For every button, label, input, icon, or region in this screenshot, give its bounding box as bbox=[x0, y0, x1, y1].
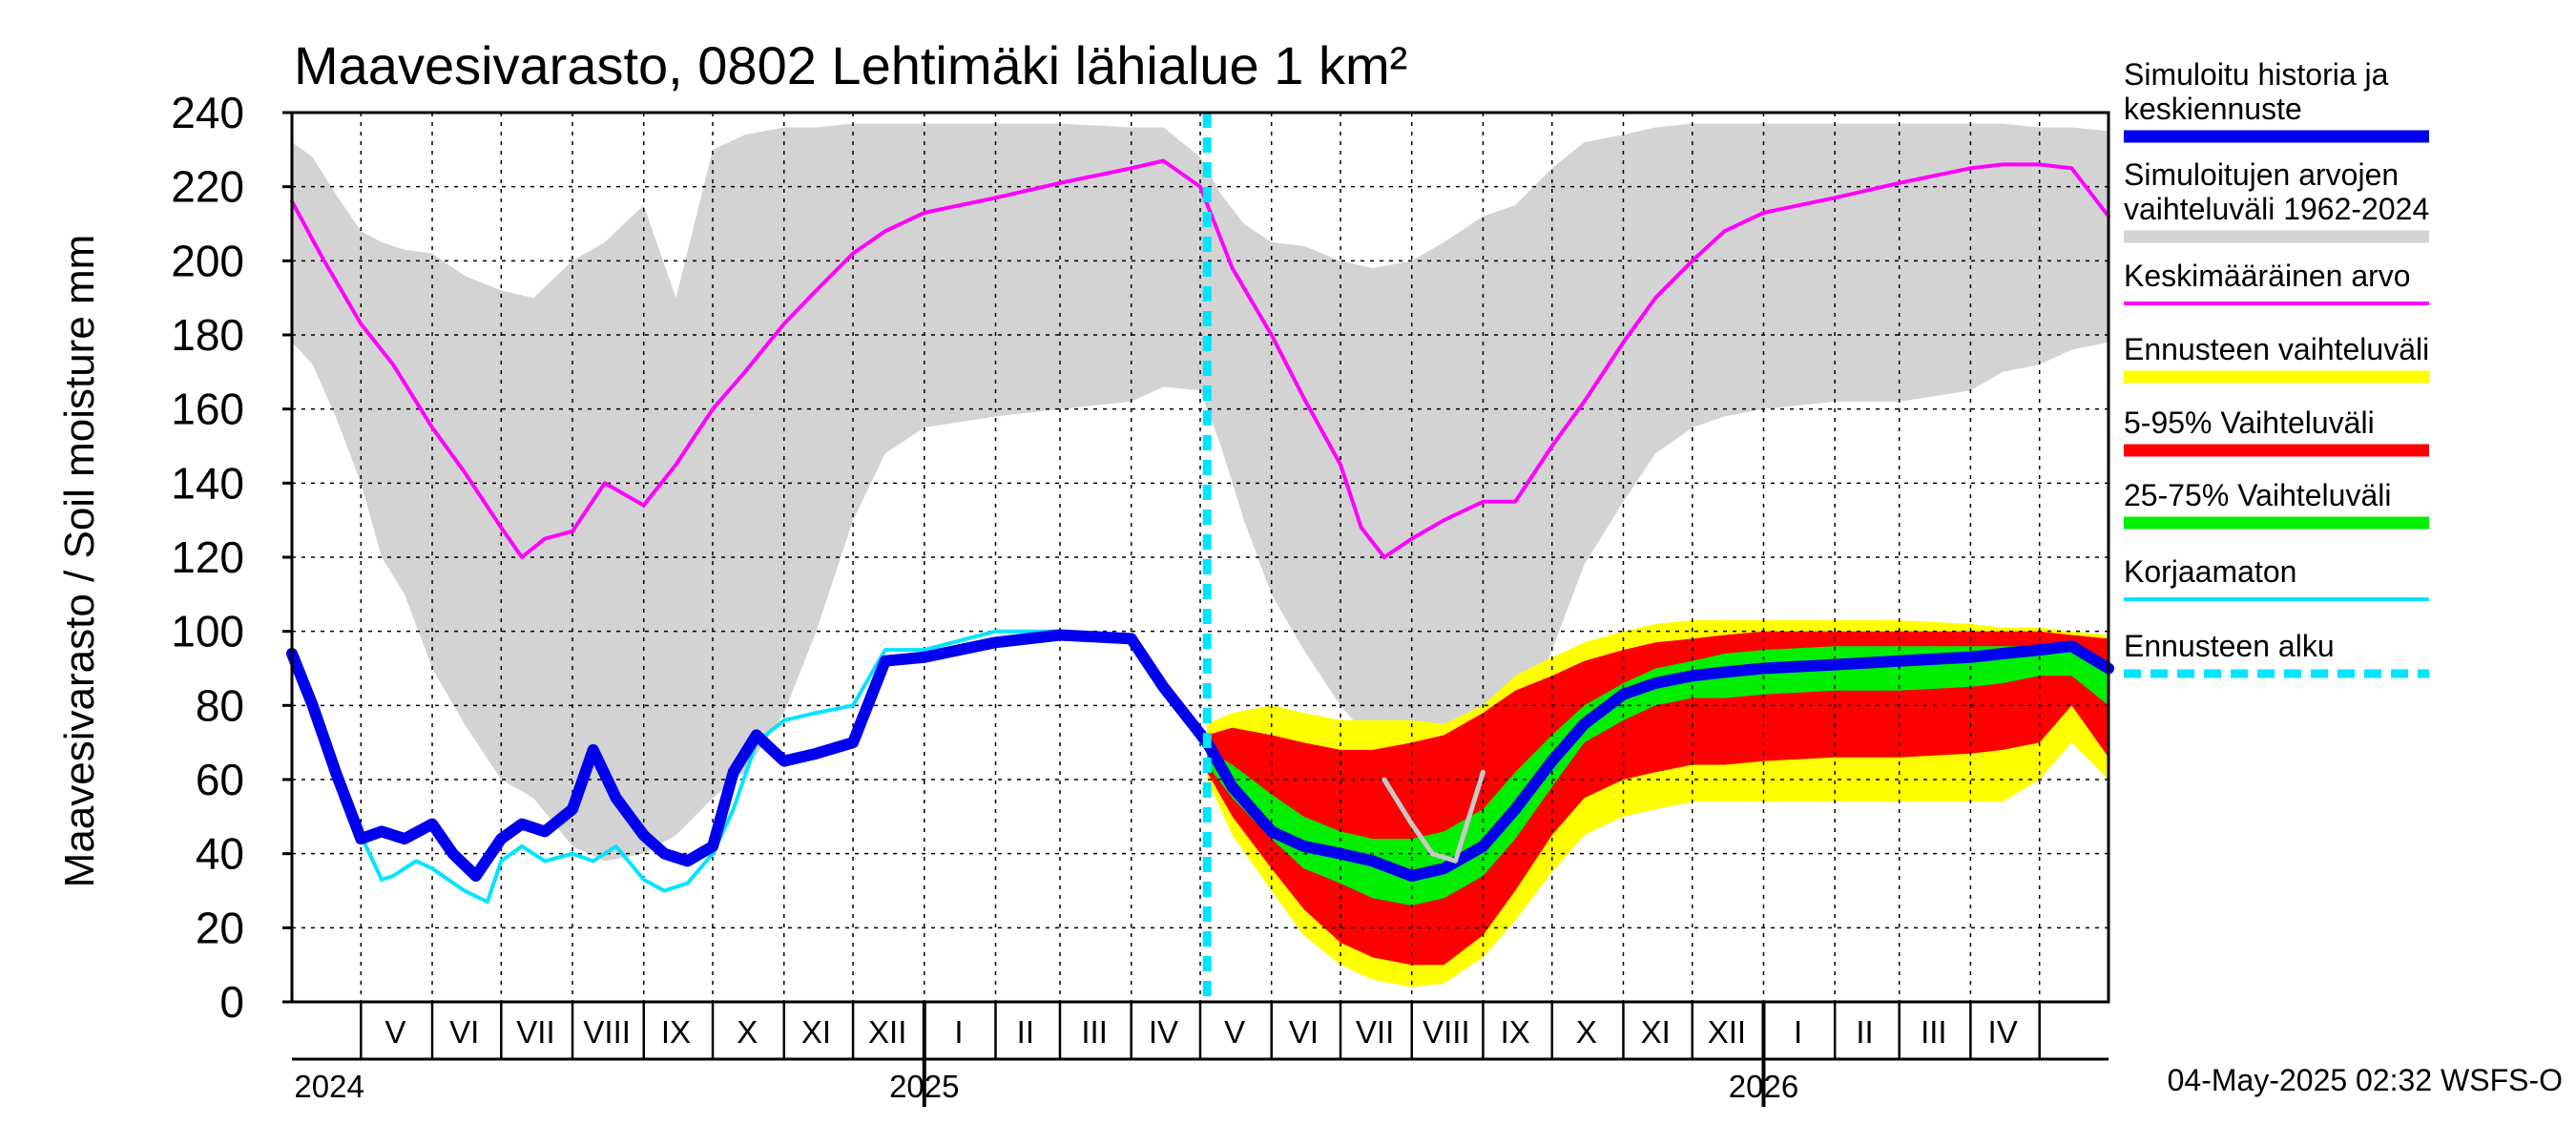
y-tick-label-240: 240 bbox=[171, 88, 244, 137]
y-tick-label-140: 140 bbox=[171, 458, 244, 508]
legend-entry-6: Korjaamaton bbox=[2124, 554, 2429, 601]
y-tick-label-20: 20 bbox=[196, 903, 244, 952]
x-tick-label-20: I bbox=[1794, 1014, 1802, 1050]
band-series-0 bbox=[292, 123, 2109, 862]
y-tick-label-40: 40 bbox=[196, 829, 244, 879]
legend-label-2-0: Keskimääräinen arvo bbox=[2124, 259, 2411, 293]
line-series-7 bbox=[1381, 769, 1485, 864]
x-tick-label-19: XII bbox=[1708, 1014, 1746, 1050]
x-tick-label-4: IX bbox=[661, 1014, 691, 1050]
legend-label-6-0: Korjaamaton bbox=[2124, 554, 2296, 589]
x-axis: V VI VII VIII IX X XI XII I II III IV V VI VII VIII IX X X… bbox=[292, 1002, 2109, 1107]
x-tick-label-16: IX bbox=[1501, 1014, 1530, 1050]
x-tick-label-3: VIII bbox=[583, 1014, 631, 1050]
legend-entry-2: Keskimääräinen arvo bbox=[2124, 259, 2429, 305]
band-series-4 bbox=[1207, 646, 2109, 906]
y-tick-label-200: 200 bbox=[171, 236, 244, 285]
x-tick-label-21: II bbox=[1856, 1014, 1873, 1050]
y-axis-ticks: 0 20 40 60 80 100 120 140 160 180 200 220 240 bbox=[171, 88, 292, 1027]
legend-entry-3: Ennusteen vaihteluväli bbox=[2124, 332, 2429, 384]
legend-label-7-0: Ennusteen alku bbox=[2124, 629, 2335, 663]
plot-area bbox=[286, 111, 2114, 1004]
year-label-2025: 2025 bbox=[889, 1069, 959, 1104]
x-tick-label-0: V bbox=[384, 1014, 405, 1050]
x-tick-label-12: V bbox=[1224, 1014, 1245, 1050]
year-label-2026: 2026 bbox=[1729, 1069, 1798, 1104]
x-tick-label-18: XI bbox=[1641, 1014, 1671, 1050]
line-series-5 bbox=[290, 629, 1210, 905]
line-series-1 bbox=[290, 158, 2110, 559]
legend-entry-7: Ennusteen alku bbox=[2124, 629, 2429, 678]
y-tick-label-180: 180 bbox=[171, 310, 244, 360]
legend: Simuloitu historia jakeskiennusteSimuloi… bbox=[2124, 57, 2429, 678]
x-tick-label-23: IV bbox=[1988, 1014, 2018, 1050]
x-tick-label-8: I bbox=[954, 1014, 963, 1050]
x-tick-label-7: XII bbox=[868, 1014, 906, 1050]
year-label-2024: 2024 bbox=[294, 1069, 364, 1104]
line-series-6 bbox=[286, 629, 2114, 882]
legend-label-3-0: Ennusteen vaihteluväli bbox=[2124, 332, 2429, 366]
legend-label-0-0: Simuloitu historia ja bbox=[2124, 57, 2389, 92]
legend-label-1-1: vaihteluväli 1962-2024 bbox=[2124, 192, 2429, 226]
legend-entry-5: 25-75% Vaihteluväli bbox=[2124, 478, 2429, 530]
x-tick-label-15: VIII bbox=[1423, 1014, 1470, 1050]
x-tick-label-22: III bbox=[1921, 1014, 1947, 1050]
x-tick-label-10: III bbox=[1081, 1014, 1108, 1050]
x-tick-label-1: VI bbox=[449, 1014, 479, 1050]
footer-timestamp: 04-May-2025 02:32 WSFS-O bbox=[2168, 1063, 2563, 1097]
chart-title: Maavesivarasto, 0802 Lehtimäki lähialue … bbox=[294, 35, 1407, 95]
x-tick-label-11: IV bbox=[1149, 1014, 1178, 1050]
x-tick-label-17: X bbox=[1576, 1014, 1597, 1050]
y-tick-label-100: 100 bbox=[171, 607, 244, 656]
y-tick-label-120: 120 bbox=[171, 532, 244, 582]
legend-label-5-0: 25-75% Vaihteluväli bbox=[2124, 478, 2391, 512]
y-tick-label-160: 160 bbox=[171, 385, 244, 434]
y-axis-label: Maavesivarasto / Soil moisture mm bbox=[56, 235, 103, 888]
lines-layer bbox=[286, 158, 2114, 905]
x-tick-label-2: VII bbox=[516, 1014, 554, 1050]
x-tick-label-14: VII bbox=[1356, 1014, 1394, 1050]
legend-label-0-1: keskiennuste bbox=[2124, 92, 2302, 126]
bands-layer bbox=[292, 123, 2109, 988]
legend-entry-4: 5-95% Vaihteluväli bbox=[2124, 406, 2429, 457]
x-tick-label-6: XI bbox=[801, 1014, 831, 1050]
x-tick-label-13: VI bbox=[1289, 1014, 1319, 1050]
y-tick-label-220: 220 bbox=[171, 162, 244, 212]
x-tick-label-9: II bbox=[1017, 1014, 1034, 1050]
y-tick-label-80: 80 bbox=[196, 680, 244, 730]
x-tick-label-5: X bbox=[737, 1014, 758, 1050]
legend-label-1-0: Simuloitujen arvojen bbox=[2124, 157, 2399, 192]
y-tick-label-0: 0 bbox=[219, 977, 244, 1027]
legend-label-4-0: 5-95% Vaihteluväli bbox=[2124, 406, 2375, 440]
y-tick-label-60: 60 bbox=[196, 755, 244, 804]
